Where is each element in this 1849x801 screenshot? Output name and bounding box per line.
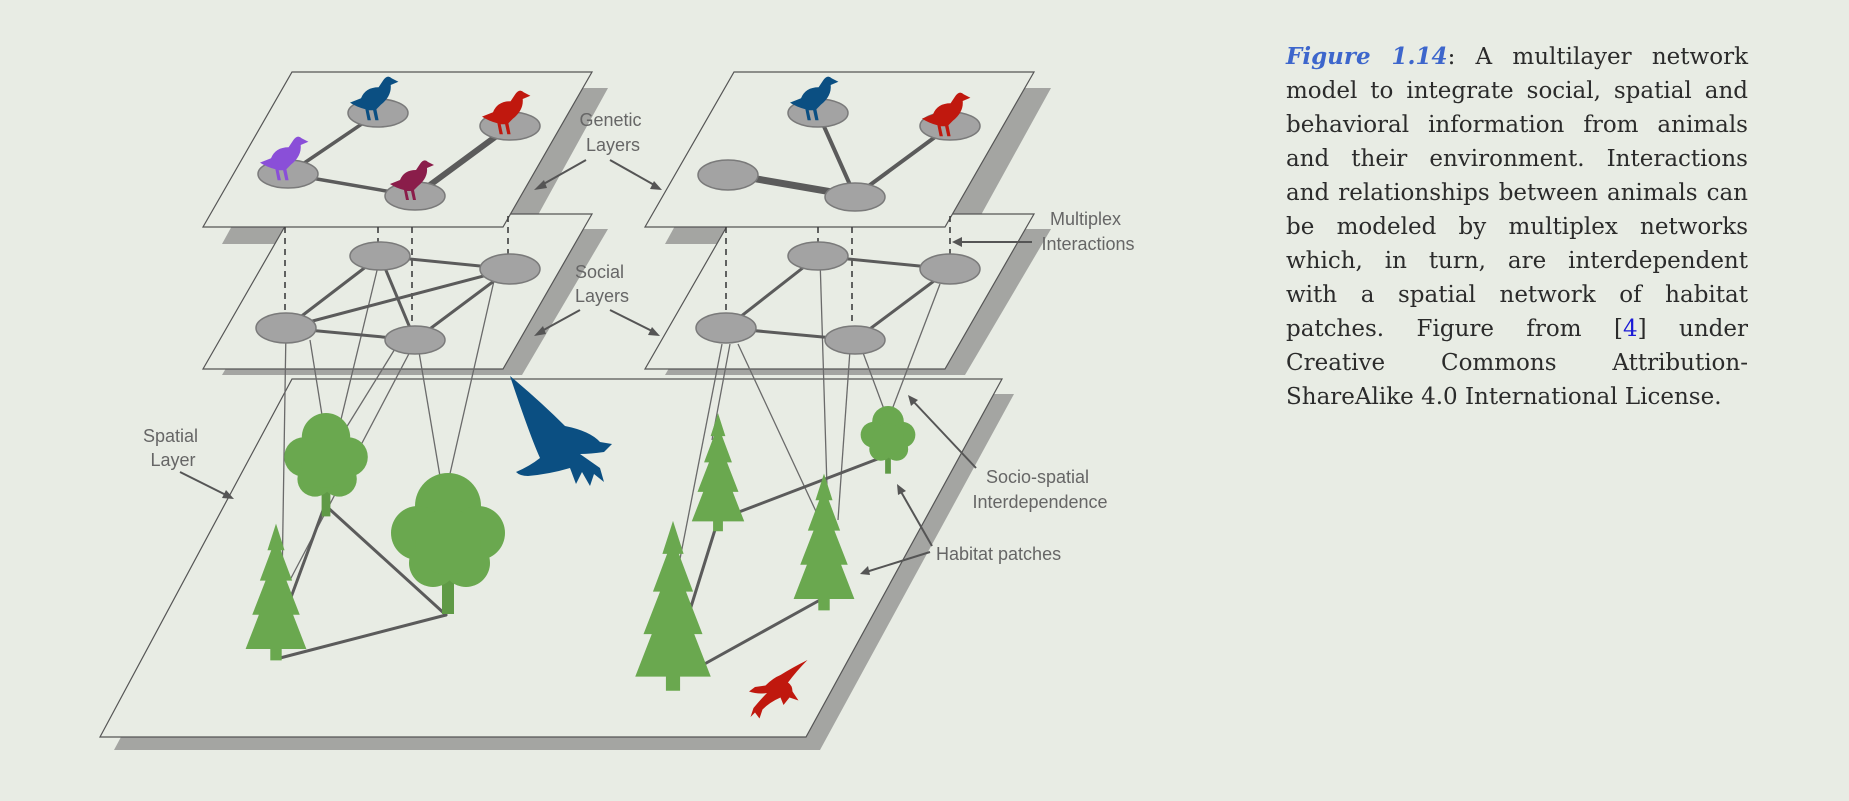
figure-caption: Figure 1.14: A multilayer network model … xyxy=(1286,40,1748,414)
spatial-network-right xyxy=(688,453,890,674)
multiplex-ties-right xyxy=(725,216,951,326)
social-node xyxy=(695,312,757,344)
caption-separator: : xyxy=(1447,44,1456,70)
social-node xyxy=(824,325,886,355)
figure-label: Figure 1.14 xyxy=(1286,43,1448,70)
genetic-node xyxy=(697,159,759,191)
label-habitat-patches: Habitat patches xyxy=(936,544,1061,564)
caption-text-end: ] under Creative Commons Attribution-Sha… xyxy=(1286,316,1749,410)
social-node xyxy=(787,241,849,271)
genetic-node xyxy=(824,182,886,212)
spatial-network-left xyxy=(278,503,448,660)
citation-link[interactable]: 4 xyxy=(1623,316,1638,342)
arrow-icon xyxy=(179,159,1032,575)
multilayer-network-diagram: Genetic Layers Social Layers Multiplex I… xyxy=(98,71,1135,750)
social-network-left xyxy=(255,241,541,355)
social-node xyxy=(919,253,981,285)
multiplex-ties-left xyxy=(284,216,509,326)
label-genetic-layers: Genetic Layers xyxy=(579,110,646,155)
social-node xyxy=(349,241,411,271)
social-node xyxy=(384,325,446,355)
label-multiplex-interactions: Multiplex Interactions xyxy=(1041,209,1134,254)
label-socio-spatial-interdependence: Socio-spatial Interdependence xyxy=(972,467,1107,512)
label-spatial-layer: Spatial Layer xyxy=(143,426,203,470)
label-social-layers: Social Layers xyxy=(575,262,629,306)
caption-text: A multilayer network model to integrate … xyxy=(1286,44,1749,342)
social-node xyxy=(255,312,317,344)
social-network-right xyxy=(695,241,981,355)
social-node xyxy=(479,253,541,285)
